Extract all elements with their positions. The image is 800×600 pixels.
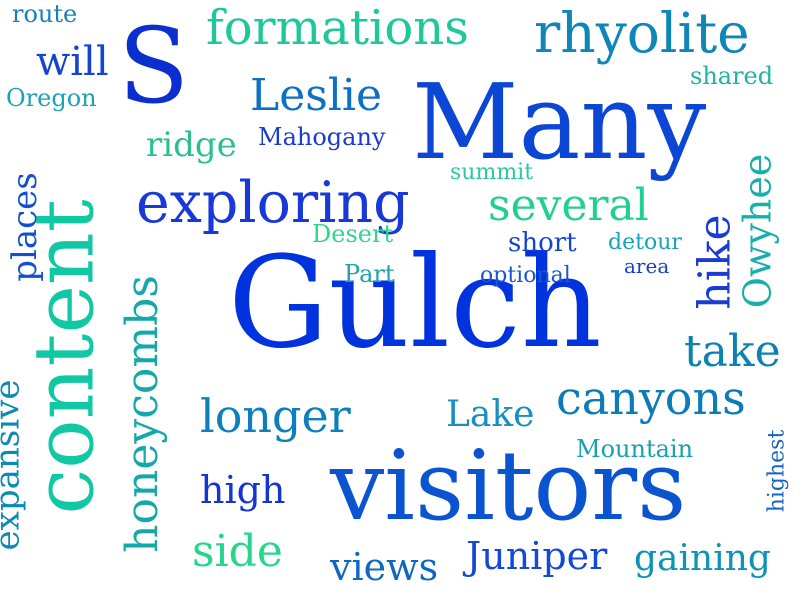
word-part: Part	[344, 260, 395, 288]
word-highest: highest	[764, 429, 790, 513]
word-mahogany: Mahogany	[258, 123, 386, 151]
word-ridge: ridge	[146, 125, 237, 165]
word-rhyolite: rhyolite	[534, 1, 750, 65]
word-side: side	[192, 526, 283, 577]
word-short: short	[508, 228, 577, 258]
word-hike: hike	[689, 214, 741, 310]
word-optional: optional	[480, 263, 571, 288]
word-leslie: Leslie	[250, 70, 383, 121]
word-mountain: Mountain	[576, 435, 694, 463]
word-route: route	[12, 0, 78, 28]
word-summit: summit	[450, 160, 534, 185]
word-s: S	[118, 5, 190, 127]
word-expansive: expansive	[0, 379, 28, 551]
word-owyhee: Owyhee	[735, 153, 780, 309]
word-several: several	[488, 180, 649, 231]
word-gulch: Gulch	[228, 229, 602, 376]
word-desert: Desert	[312, 220, 394, 248]
word-exploring: exploring	[136, 170, 410, 236]
word-views: views	[330, 545, 439, 589]
word-will: will	[36, 39, 109, 85]
word-gaining: gaining	[634, 538, 771, 579]
word-visitors: visitors	[330, 430, 687, 542]
word-shared: shared	[690, 62, 774, 90]
word-many: Many	[412, 61, 707, 183]
word-high: high	[200, 468, 286, 512]
word-take: take	[684, 326, 781, 377]
word-longer: longer	[200, 389, 351, 443]
word-formations: formations	[206, 0, 469, 56]
word-oregon: Oregon	[6, 84, 97, 112]
word-juniper: Juniper	[466, 534, 608, 578]
word-places: places	[4, 172, 45, 282]
word-canyons: canyons	[556, 371, 746, 425]
word-area: area	[624, 254, 670, 278]
word-honeycombs: honeycombs	[116, 275, 168, 553]
word-lake: Lake	[446, 394, 535, 435]
word-detour: detour	[608, 230, 682, 255]
